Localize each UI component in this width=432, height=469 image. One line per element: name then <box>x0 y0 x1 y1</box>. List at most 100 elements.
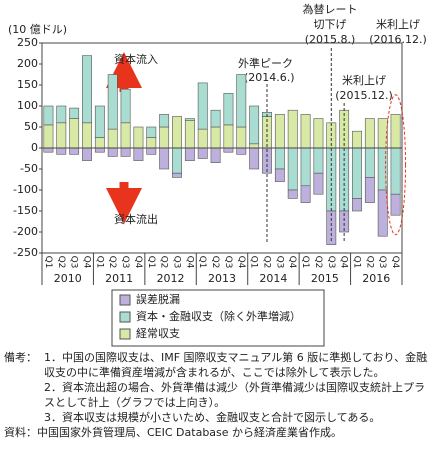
year-label: 2010 <box>54 272 82 285</box>
bar-segment <box>69 147 80 155</box>
notes: 備考： 1．中国の国際収支は、IMF 国際収支マニュアル第 6 版に準拠しており、… <box>4 350 428 440</box>
year-label: 2015 <box>311 272 339 285</box>
bar-segment <box>107 128 118 149</box>
y-unit: (10 億ドル) <box>8 23 67 36</box>
year-label: 2013 <box>208 272 236 285</box>
year-label: 2011 <box>105 272 133 285</box>
bar-segment <box>82 55 92 124</box>
bar-segment <box>313 147 324 174</box>
bar-segment <box>159 147 170 170</box>
x-tick-label: Q1 <box>197 256 207 269</box>
bar-segment <box>56 147 67 155</box>
year-label: 2012 <box>157 272 185 285</box>
bar-segment <box>364 177 375 203</box>
bar-segment <box>43 147 54 153</box>
bar-segment <box>364 147 375 178</box>
year-label: 2016 <box>362 272 390 285</box>
bar-segment <box>249 105 260 145</box>
annotation: 外準ピーク <box>238 56 293 70</box>
bar-segment <box>82 122 92 149</box>
bar-segment <box>223 93 234 126</box>
legend-swatch <box>119 294 131 306</box>
y-tick-label: 0 <box>31 141 38 154</box>
year-label: 2014 <box>259 272 287 285</box>
bar-segment <box>210 109 221 128</box>
annotation: 資本流入 <box>114 52 158 66</box>
bar-segment <box>390 114 401 149</box>
bar-segment <box>236 126 247 149</box>
bar-segment <box>56 122 67 149</box>
bar-segment <box>172 147 182 174</box>
bar-segment <box>69 118 80 149</box>
x-tick-label: Q2 <box>56 256 66 269</box>
bar-segment <box>133 126 144 149</box>
note: 3．資本収支は規模が小さいため、金融収支と合計で図示してある。 <box>44 411 381 424</box>
bar-segment <box>377 189 388 237</box>
note-row: 備考： 1．中国の国際収支は、IMF 国際収支マニュアル第 6 版に準拠しており、… <box>4 350 428 380</box>
bar-segment <box>300 185 311 203</box>
bar-segment <box>210 147 221 163</box>
bar-segment <box>94 137 105 149</box>
bar-segment <box>300 114 311 149</box>
source-row: 資料：中国国家外貨管理局、CEIC Database から経済産業省作成。 <box>4 425 428 440</box>
x-tick-label: Q4 <box>339 256 349 269</box>
x-tick-label: Q1 <box>146 256 156 269</box>
bar-segment <box>236 74 247 128</box>
bar-segment <box>146 137 157 149</box>
bar-segment <box>120 88 131 124</box>
bar-segment <box>223 147 234 153</box>
x-tick-label: Q2 <box>364 256 374 269</box>
bar-segment <box>107 74 118 130</box>
bar-segment <box>94 105 105 138</box>
bar-segment <box>197 128 208 149</box>
legend-label: 資本・金融収支（除く外準増減） <box>136 309 301 323</box>
bar-segment <box>172 116 182 149</box>
y-tick-label: -100 <box>13 183 38 196</box>
bar-segment <box>352 147 362 199</box>
bar-segment <box>184 118 195 121</box>
y-tick-label: 250 <box>17 36 38 49</box>
bar-segment <box>184 120 195 149</box>
source: 資料：中国国家外貨管理局、CEIC Database から経済産業省作成。 <box>4 426 343 439</box>
legend-label: 経常収支 <box>136 327 180 340</box>
bar-segment <box>184 147 195 161</box>
bar-segment <box>352 130 362 149</box>
legend-label: 誤差脱漏 <box>136 292 180 306</box>
x-tick-label: Q1 <box>249 256 259 269</box>
bar-segment <box>313 172 324 195</box>
chart: (10 億ドル) 資本流入 資本流出 外準ピーク (2014.6.) 為替レート… <box>8 2 427 347</box>
y-tick-label: 100 <box>17 99 38 112</box>
y-tick-label: 200 <box>17 57 38 70</box>
bar-segment <box>120 122 131 149</box>
annotation: (2014.6.) <box>244 71 295 84</box>
bar-segment <box>159 114 170 128</box>
x-tick-label: Q3 <box>172 256 182 269</box>
bar-segment <box>364 118 375 149</box>
note-row: 3．資本収支は規模が小さいため、金融収支と合計で図示してある。 <box>4 410 428 425</box>
legend-box <box>111 289 325 347</box>
x-tick-label: Q2 <box>313 256 323 269</box>
bar-segment <box>133 147 144 161</box>
x-tick-label: Q1 <box>43 256 53 269</box>
bar-segment <box>352 198 362 212</box>
annotation: (2015.8.) <box>305 33 356 46</box>
x-tick-label: Q2 <box>262 256 272 269</box>
bar-segment <box>313 118 324 149</box>
bar-segment <box>197 82 208 130</box>
bar-segment <box>120 147 131 157</box>
bar-segment <box>287 109 298 149</box>
highlight-ellipse <box>385 94 407 236</box>
bar-segment <box>236 147 247 155</box>
bar-segment <box>146 126 157 138</box>
bar-segment <box>43 105 54 126</box>
x-tick-label: Q2 <box>159 256 169 269</box>
notes-label: 備考： <box>4 351 37 364</box>
bar-segment <box>82 147 92 161</box>
x-tick-label: Q3 <box>120 256 130 269</box>
bar-segment <box>210 126 221 149</box>
bar-segment <box>274 168 285 182</box>
y-tick-label: -250 <box>13 246 38 259</box>
bar-segment <box>146 147 157 155</box>
legend-swatch <box>119 311 131 323</box>
annotation: 米利上げ <box>342 74 386 87</box>
